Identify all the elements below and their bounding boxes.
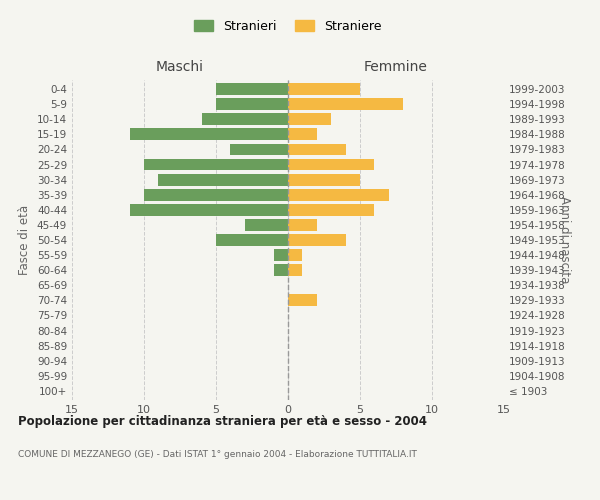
Bar bbox=[288, 128, 317, 140]
Bar bbox=[130, 204, 288, 216]
Bar bbox=[288, 249, 302, 261]
Bar bbox=[274, 264, 288, 276]
Text: COMUNE DI MEZZANEGO (GE) - Dati ISTAT 1° gennaio 2004 - Elaborazione TUTTITALIA.: COMUNE DI MEZZANEGO (GE) - Dati ISTAT 1°… bbox=[18, 450, 417, 459]
Bar bbox=[245, 219, 288, 231]
Text: Maschi: Maschi bbox=[156, 60, 204, 74]
Bar bbox=[230, 144, 288, 156]
Bar bbox=[216, 83, 288, 95]
Bar bbox=[144, 158, 288, 170]
Bar bbox=[144, 189, 288, 200]
Bar bbox=[288, 189, 389, 200]
Bar bbox=[288, 234, 346, 246]
Bar bbox=[288, 219, 317, 231]
Bar bbox=[288, 264, 302, 276]
Bar bbox=[288, 204, 374, 216]
Bar bbox=[288, 294, 317, 306]
Bar bbox=[288, 98, 403, 110]
Bar bbox=[202, 114, 288, 125]
Text: Femmine: Femmine bbox=[364, 60, 428, 74]
Y-axis label: Fasce di età: Fasce di età bbox=[19, 205, 31, 275]
Bar bbox=[216, 98, 288, 110]
Bar bbox=[288, 83, 360, 95]
Bar bbox=[158, 174, 288, 186]
Bar bbox=[216, 234, 288, 246]
Text: Popolazione per cittadinanza straniera per età e sesso - 2004: Popolazione per cittadinanza straniera p… bbox=[18, 415, 427, 428]
Y-axis label: Anni di nascita: Anni di nascita bbox=[558, 196, 571, 284]
Bar bbox=[274, 249, 288, 261]
Legend: Stranieri, Straniere: Stranieri, Straniere bbox=[191, 16, 385, 36]
Bar bbox=[130, 128, 288, 140]
Bar bbox=[288, 174, 360, 186]
Bar bbox=[288, 114, 331, 125]
Bar bbox=[288, 158, 374, 170]
Bar bbox=[288, 144, 346, 156]
